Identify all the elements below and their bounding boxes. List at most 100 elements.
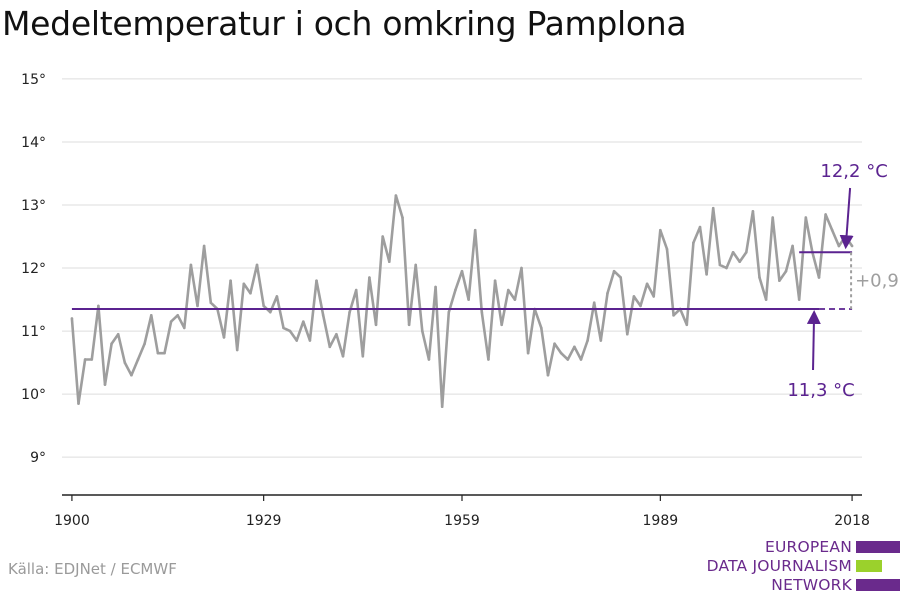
data-point [235,348,239,352]
data-point [123,361,127,364]
recent-annotation-arrow [839,187,854,250]
y-tick-label: 14° [21,135,46,151]
data-point [500,323,503,327]
data-point [619,276,622,279]
data-point [222,336,226,339]
x-tick-label: 1929 [246,513,282,529]
data-point [255,263,259,267]
data-point [229,279,232,282]
data-point [242,282,246,286]
data-point [348,310,351,314]
y-tick-label: 12° [21,261,46,277]
data-point [506,288,510,292]
data-point [718,263,722,267]
data-point [381,235,384,238]
data-point [183,326,186,330]
data-point [341,355,345,358]
y-tick-label: 10° [21,387,46,403]
data-point [480,310,484,314]
data-point [282,326,285,330]
data-point [328,345,332,349]
data-point [513,298,517,301]
edjnet-logo: EUROPEAN DATA JOURNALISM NETWORK [700,538,900,598]
data-point [592,301,596,305]
recent-annotation-label: 12,2 °C [820,161,887,182]
data-point [493,279,497,282]
y-tick-label: 15° [21,72,46,88]
logo-line-2: DATA JOURNALISM [706,557,852,575]
data-point [83,358,87,361]
data-point [202,244,206,248]
data-point [90,358,94,361]
data-point [209,301,213,305]
data-point [308,339,312,342]
y-tick-label: 9° [30,450,46,466]
data-point [685,323,689,327]
data-point [731,250,735,254]
data-point [440,405,444,409]
data-point [467,298,470,301]
data-point [784,269,788,273]
data-point [711,206,715,210]
data-point [427,358,431,361]
data-point [189,263,193,267]
data-point [116,332,120,336]
data-point [632,295,636,298]
data-point [612,269,616,273]
logo-bar-green [856,560,882,572]
data-point [454,288,457,292]
data-point [692,241,695,245]
difference-label: +0,9° [855,271,900,292]
data-point [315,279,318,282]
data-point [130,373,133,377]
baseline-annotation-label: 11,3 °C [787,380,854,401]
logo-bar-purple-top [856,541,900,553]
data-point [302,320,305,323]
data-point [262,304,265,308]
data-point [698,225,702,229]
data-point [639,304,642,308]
data-point [387,260,391,264]
data-point [77,402,80,405]
data-point [751,210,755,213]
data-point [421,329,424,333]
data-point [275,295,279,298]
data-point [837,244,841,248]
logo-bar-purple-bottom [856,579,900,591]
data-point [797,298,801,301]
temperature-series-line [70,194,854,409]
y-tick-label: 11° [21,324,46,340]
data-point [830,228,834,232]
data-point [143,342,146,345]
data-point [546,373,550,377]
source-text: Källa: EDJNet / ECMWF [8,560,177,578]
y-tick-label: 13° [21,198,46,214]
x-tick-label: 1900 [54,513,90,529]
data-point [295,339,299,342]
data-point [672,314,675,317]
data-point [652,295,656,298]
data-point [176,314,180,317]
data-point [288,329,292,333]
data-point [520,266,523,270]
data-point [487,358,490,361]
x-tick-label: 2018 [834,513,870,529]
data-point [103,383,107,386]
data-point [540,326,543,330]
data-point [850,244,854,248]
data-point [249,291,252,295]
chart-title: Medeltemperatur i och omkring Pamplona [2,4,687,43]
data-point [473,228,477,232]
data-point [361,355,365,358]
data-point [599,339,603,342]
baseline-annotation-arrow [806,310,821,371]
x-tick-label: 1959 [444,513,480,529]
data-point [460,269,464,273]
data-point [368,276,371,279]
data-point [778,279,781,282]
data-point [553,342,556,345]
data-point [791,244,794,248]
data-point [434,285,437,289]
data-point [447,310,451,314]
data-point [526,351,530,355]
